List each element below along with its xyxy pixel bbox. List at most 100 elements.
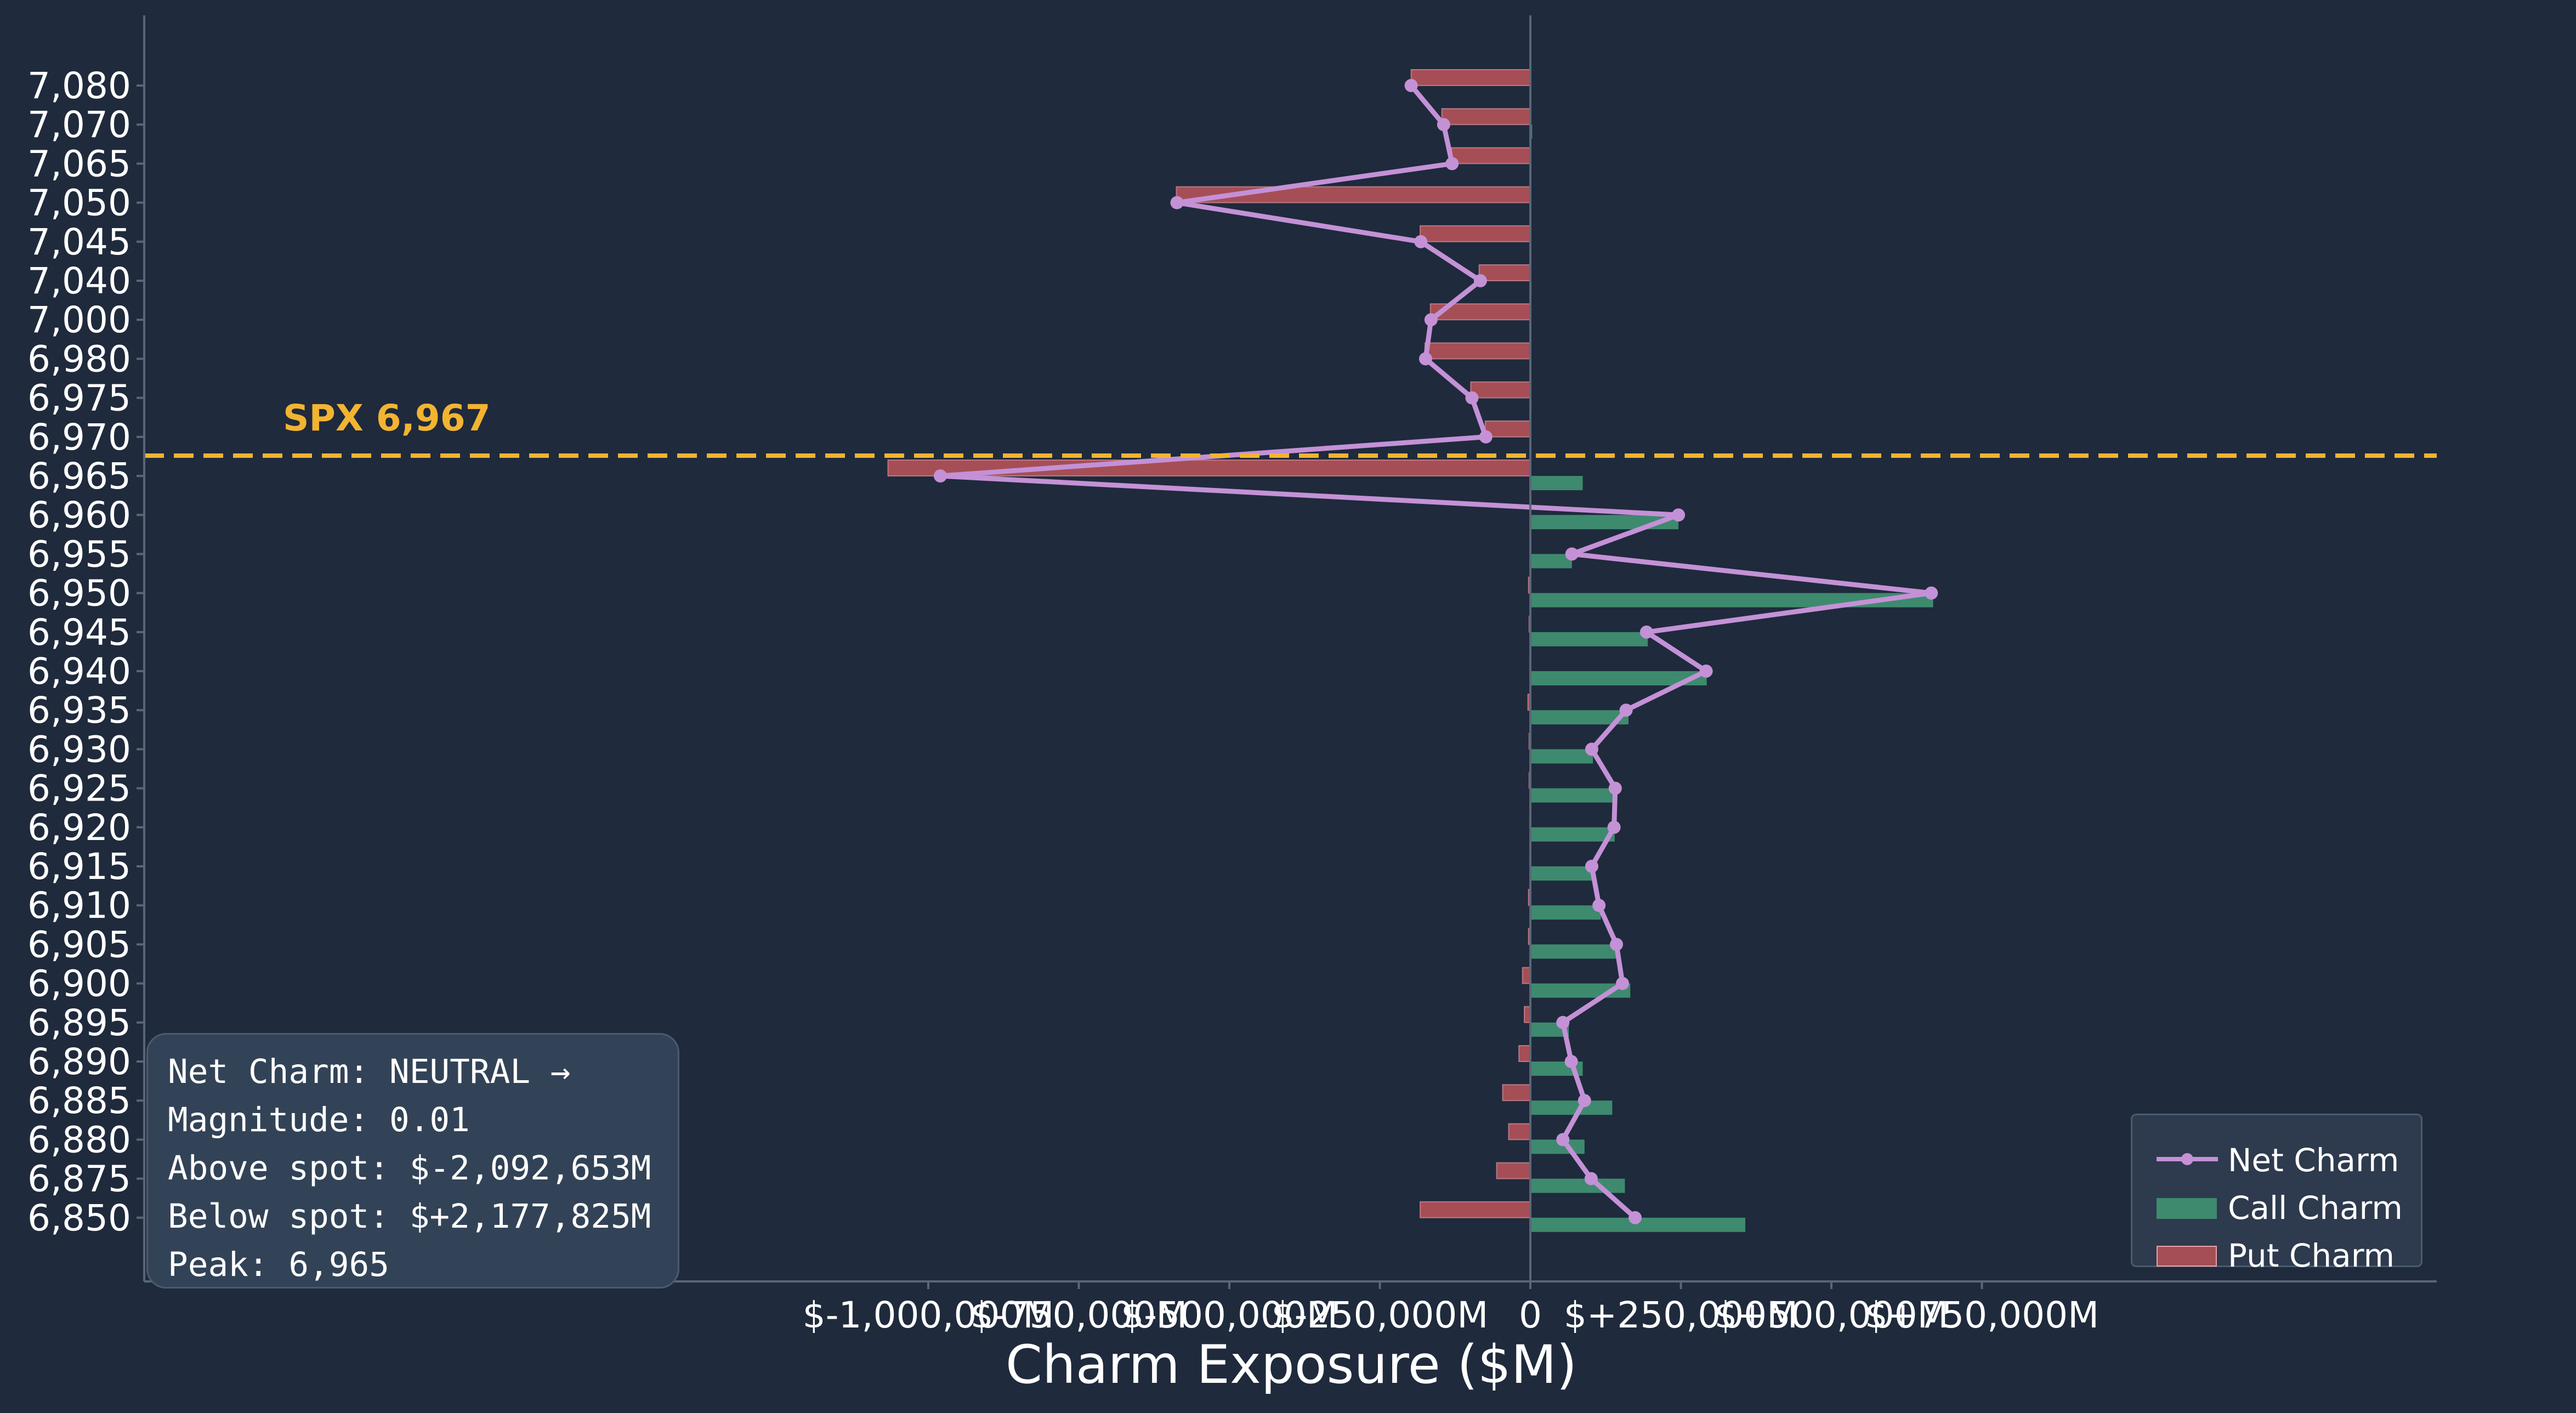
x-tick-label: $-750,000M (971, 1294, 1188, 1336)
call-swatch-icon (2157, 1198, 2217, 1219)
legend-item-call-charm: Call Charm (2146, 1187, 2420, 1227)
net-charm-point (1556, 1015, 1570, 1029)
x-tick-label: $+250,000M (1564, 1294, 1798, 1336)
net-charm-point (1445, 157, 1459, 171)
y-tick-label: 6,965 (27, 455, 131, 497)
net-charm-point (1610, 938, 1624, 951)
legend-label-put-charm: Put Charm (2228, 1237, 2395, 1274)
net-charm-point (1925, 586, 1938, 600)
net-charm-point (1418, 352, 1432, 366)
y-tick-label: 7,045 (27, 221, 131, 263)
put-bar (1508, 1123, 1531, 1140)
call-bar (1530, 1178, 1625, 1193)
info-peak: Peak: 6,965 (168, 1245, 389, 1284)
call-bar (1530, 1100, 1613, 1115)
net-charm-point (1565, 547, 1579, 561)
call-bar (1530, 905, 1601, 920)
net-charm-point (1608, 781, 1622, 795)
y-tick-label: 7,065 (27, 143, 131, 185)
info-box: Net Charm: NEUTRAL → Magnitude: 0.01 Abo… (146, 1033, 679, 1289)
net-charm-point (1465, 391, 1479, 405)
call-bar (1530, 788, 1617, 803)
spot-label: SPX 6,967 (283, 397, 491, 439)
net-charm-point (1672, 508, 1686, 522)
legend-item-put-charm: Put Charm (2146, 1235, 2420, 1274)
put-bar (1496, 1162, 1531, 1179)
x-axis-title: Charm Exposure ($M) (1006, 1334, 1577, 1395)
y-tick-label: 6,890 (27, 1041, 131, 1083)
call-bar (1530, 944, 1619, 959)
legend: Net Charm Call Charm Put Charm (2131, 1114, 2422, 1274)
y-tick-label: 6,970 (27, 416, 131, 458)
put-bar (1470, 381, 1531, 399)
net-charm-point (933, 469, 947, 483)
net-charm-point (1437, 118, 1450, 132)
x-tick-label: $-1,000,000M (803, 1294, 1054, 1336)
y-tick-label: 6,910 (27, 884, 131, 927)
net-charm-point (1592, 899, 1606, 912)
net-charm-point (1629, 1211, 1642, 1224)
net-charm-point (1585, 742, 1598, 756)
y-tick-label: 6,895 (27, 1002, 131, 1044)
put-bar (1451, 147, 1531, 164)
bars-layer (887, 69, 1933, 1232)
put-bar (1420, 225, 1531, 242)
y-tick-label: 6,915 (27, 845, 131, 888)
net-charm-point (1564, 1055, 1578, 1068)
info-magnitude: Magnitude: 0.01 (168, 1100, 470, 1139)
net-charm-point (1170, 196, 1184, 209)
call-bar (1530, 476, 1583, 490)
y-tick-label: 6,900 (27, 963, 131, 1005)
y-tick-label: 7,080 (27, 65, 131, 107)
net-charm-line (938, 84, 1934, 1220)
info-below-spot: Below spot: $+2,177,825M (168, 1197, 651, 1236)
y-tick-label: 6,905 (27, 923, 131, 966)
put-bar (1518, 1045, 1531, 1062)
y-tick-label: 6,980 (27, 338, 131, 380)
y-tick-label: 6,850 (27, 1197, 131, 1239)
net-charm-point (1607, 820, 1621, 834)
legend-item-net-charm: Net Charm (2146, 1139, 2420, 1179)
net-charm-point (1585, 860, 1598, 873)
y-tick-label: 6,955 (27, 533, 131, 575)
put-bar (1441, 108, 1531, 126)
x-tick-label: $-500,000M (1121, 1294, 1338, 1336)
legend-label-call-charm: Call Charm (2228, 1189, 2403, 1227)
net-charm-point (1578, 1094, 1591, 1108)
y-tick-label: 6,880 (27, 1119, 131, 1161)
x-tick-label: 0 (1519, 1294, 1542, 1336)
labels-layer: SPX 6,967 7,0807,0707,0657,0507,0457,0407… (27, 65, 2099, 1395)
put-bar (1420, 1201, 1531, 1218)
y-tick-label: 6,885 (27, 1080, 131, 1122)
put-bar (1484, 420, 1531, 438)
call-bar (1530, 632, 1648, 646)
net-charm-point (1619, 703, 1633, 717)
net-charm-point (1556, 1133, 1570, 1147)
x-tick-label: $-250,000M (1272, 1294, 1489, 1336)
net-charm-point (1479, 430, 1493, 444)
net-charm-point (1414, 235, 1428, 248)
call-bar (1530, 554, 1572, 569)
call-bar (1530, 827, 1615, 842)
y-tick-label: 6,925 (27, 768, 131, 810)
y-tick-label: 6,945 (27, 611, 131, 654)
y-tick-label: 7,050 (27, 182, 131, 224)
y-tick-label: 6,935 (27, 689, 131, 731)
put-bar (1522, 967, 1531, 984)
y-tick-label: 7,040 (27, 260, 131, 302)
legend-label-net-charm: Net Charm (2228, 1142, 2399, 1179)
x-tick-label: $+750,000M (1865, 1294, 2099, 1336)
call-bar (1530, 866, 1593, 881)
info-net-charm: Net Charm: NEUTRAL → (168, 1052, 571, 1091)
put-bar (1502, 1084, 1531, 1102)
net-charm-point (1639, 625, 1653, 639)
y-tick-label: 6,920 (27, 807, 131, 849)
net-charm-point (1404, 79, 1418, 92)
y-tick-label: 6,950 (27, 572, 131, 615)
put-swatch-icon (2157, 1246, 2217, 1267)
net-charm-point (1699, 665, 1713, 678)
line-marker-icon (2157, 1153, 2218, 1165)
y-tick-label: 6,875 (27, 1158, 131, 1200)
info-above-spot: Above spot: $-2,092,653M (168, 1149, 651, 1188)
